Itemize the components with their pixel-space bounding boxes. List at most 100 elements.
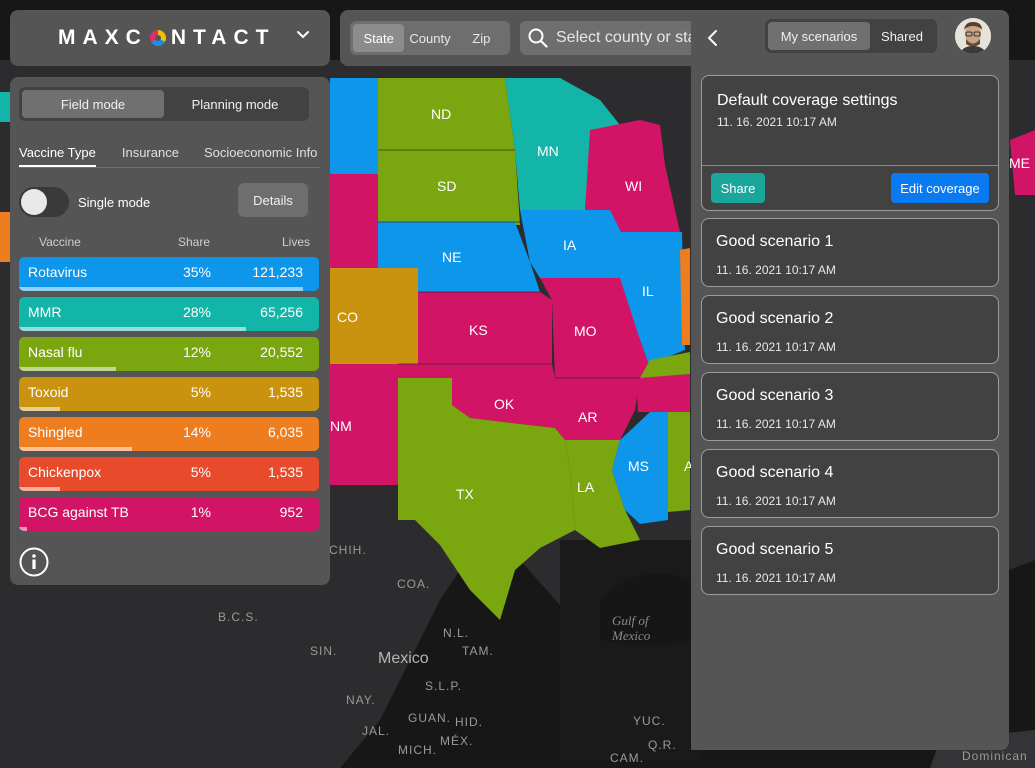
card-title: Good scenario 4 bbox=[716, 464, 834, 481]
state-shape[interactable] bbox=[640, 352, 690, 378]
scenario-card[interactable]: Good scenario 1 11. 16. 2021 10:17 AM bbox=[701, 218, 999, 287]
vaccine-row[interactable]: Chickenpox 5% 1,535 bbox=[19, 457, 319, 491]
place-label: Q.R. bbox=[648, 738, 677, 752]
place-label: JAL. bbox=[362, 724, 390, 738]
card-divider bbox=[702, 165, 998, 166]
scenarios-panel: My scenarios Shared Default coverage set… bbox=[691, 10, 1009, 750]
state-shape[interactable] bbox=[330, 174, 378, 268]
vaccine-share: 28% bbox=[182, 304, 211, 320]
share-button[interactable]: Share bbox=[711, 173, 765, 203]
chevron-left-icon[interactable] bbox=[705, 28, 721, 48]
state-shape[interactable] bbox=[585, 120, 680, 232]
state-shape[interactable] bbox=[330, 78, 378, 174]
place-label: MÉX. bbox=[440, 733, 473, 748]
place-label: Dominican bbox=[962, 749, 1028, 763]
card-title: Good scenario 3 bbox=[716, 387, 834, 404]
scenario-card[interactable]: Good scenario 2 11. 16. 2021 10:17 AM bbox=[701, 295, 999, 364]
vaccine-row[interactable]: MMR 28% 65,256 bbox=[19, 297, 319, 331]
tab-zip[interactable]: Zip bbox=[472, 30, 491, 46]
edit-coverage-button[interactable]: Edit coverage bbox=[891, 173, 989, 203]
state-shape[interactable] bbox=[378, 150, 520, 225]
state-shape[interactable] bbox=[636, 374, 690, 412]
share-bar bbox=[19, 527, 28, 531]
state-label: IA bbox=[563, 237, 577, 253]
tab-my-scenarios[interactable]: My scenarios bbox=[768, 22, 870, 50]
tab-county[interactable]: County bbox=[409, 30, 451, 46]
card-date: 11. 16. 2021 10:17 AM bbox=[716, 417, 836, 431]
share-bar bbox=[19, 487, 60, 491]
tab-divider bbox=[19, 167, 320, 168]
vaccine-share: 12% bbox=[182, 344, 211, 360]
planning-mode-button[interactable]: Planning mode bbox=[191, 96, 279, 112]
state-shape[interactable] bbox=[330, 364, 398, 485]
place-label: B.C.S. bbox=[218, 610, 259, 624]
state-shape[interactable] bbox=[520, 210, 625, 278]
vaccine-row[interactable]: Nasal flu 12% 20,552 bbox=[19, 337, 319, 371]
scenario-card[interactable]: Good scenario 5 11. 16. 2021 10:17 AM bbox=[701, 526, 999, 595]
logo-o-icon bbox=[149, 30, 166, 46]
toggle-knob bbox=[21, 189, 47, 215]
state-shape[interactable] bbox=[378, 78, 515, 150]
logo-menu[interactable]: MAXC NTACT bbox=[10, 10, 330, 66]
state-shape[interactable] bbox=[668, 412, 690, 512]
place-label: GUAN. bbox=[408, 711, 451, 725]
scenario-card[interactable]: Good scenario 3 11. 16. 2021 10:17 AM bbox=[701, 372, 999, 441]
search-input[interactable] bbox=[556, 29, 716, 47]
state-shapes[interactable] bbox=[0, 78, 1035, 620]
tab-shared[interactable]: Shared bbox=[881, 28, 923, 44]
state-shape[interactable] bbox=[680, 248, 690, 345]
scenario-card[interactable]: Good scenario 4 11. 16. 2021 10:17 AM bbox=[701, 449, 999, 518]
state-label: WI bbox=[625, 178, 642, 194]
vaccine-name: MMR bbox=[28, 304, 62, 320]
vaccine-panel: Field mode Planning mode Vaccine Type In… bbox=[10, 77, 330, 585]
state-shape[interactable] bbox=[505, 78, 620, 210]
single-mode-label: Single mode bbox=[78, 195, 151, 210]
state-shape[interactable] bbox=[1010, 130, 1035, 195]
tab-insurance[interactable]: Insurance bbox=[121, 145, 179, 160]
logo: MAXC NTACT bbox=[58, 26, 275, 50]
state-shape[interactable] bbox=[555, 378, 640, 440]
state-label: OK bbox=[494, 396, 515, 412]
share-bar bbox=[19, 407, 60, 411]
vaccine-lives: 1,535 bbox=[267, 384, 303, 400]
info-icon[interactable] bbox=[19, 547, 49, 577]
state-shape[interactable] bbox=[0, 92, 10, 122]
state-shape[interactable] bbox=[540, 278, 650, 378]
tab-socioeconomic-info[interactable]: Socioeconomic Info bbox=[203, 145, 318, 160]
tab-state[interactable]: State bbox=[353, 24, 405, 52]
state-shape[interactable] bbox=[565, 440, 640, 548]
card-date: 11. 16. 2021 10:17 AM bbox=[716, 571, 836, 585]
state-label: ND bbox=[431, 106, 451, 122]
state-shape[interactable] bbox=[398, 364, 555, 428]
vaccine-lives: 1,535 bbox=[267, 464, 303, 480]
state-shape[interactable] bbox=[0, 212, 10, 262]
share-bar bbox=[19, 447, 133, 451]
state-shape[interactable] bbox=[610, 232, 685, 368]
place-label: HID. bbox=[455, 715, 483, 729]
details-button[interactable]: Details bbox=[238, 183, 308, 217]
state-label: A bbox=[684, 458, 694, 474]
search-box[interactable] bbox=[520, 21, 720, 55]
share-bar bbox=[19, 367, 117, 371]
vaccine-row[interactable]: Shingled 14% 6,035 bbox=[19, 417, 319, 451]
chevron-down-icon[interactable] bbox=[296, 28, 310, 42]
state-shape[interactable] bbox=[418, 292, 552, 364]
vaccine-name: BCG against TB bbox=[28, 504, 129, 520]
state-shape[interactable] bbox=[378, 222, 540, 292]
vaccine-share: 35% bbox=[182, 264, 211, 280]
field-mode-button[interactable]: Field mode bbox=[22, 90, 164, 118]
state-shape[interactable] bbox=[330, 268, 418, 364]
default-coverage-card[interactable]: Default coverage settings 11. 16. 2021 1… bbox=[701, 75, 999, 211]
state-shape[interactable] bbox=[612, 412, 668, 524]
avatar[interactable] bbox=[955, 18, 991, 54]
place-label: MICH. bbox=[398, 743, 437, 757]
vaccine-row[interactable]: Toxoid 5% 1,535 bbox=[19, 377, 319, 411]
single-mode-toggle[interactable] bbox=[19, 187, 69, 217]
state-shape[interactable] bbox=[398, 378, 575, 620]
place-label: Gulf of bbox=[612, 613, 651, 628]
vaccine-row[interactable]: BCG against TB 1% 952 bbox=[19, 497, 319, 531]
region-selector: State County Zip bbox=[350, 21, 510, 55]
vaccine-row[interactable]: Rotavirus 35% 121,233 bbox=[19, 257, 319, 291]
card-date: 11. 16. 2021 10:17 AM bbox=[717, 115, 837, 129]
tab-vaccine-type[interactable]: Vaccine Type bbox=[19, 145, 96, 167]
